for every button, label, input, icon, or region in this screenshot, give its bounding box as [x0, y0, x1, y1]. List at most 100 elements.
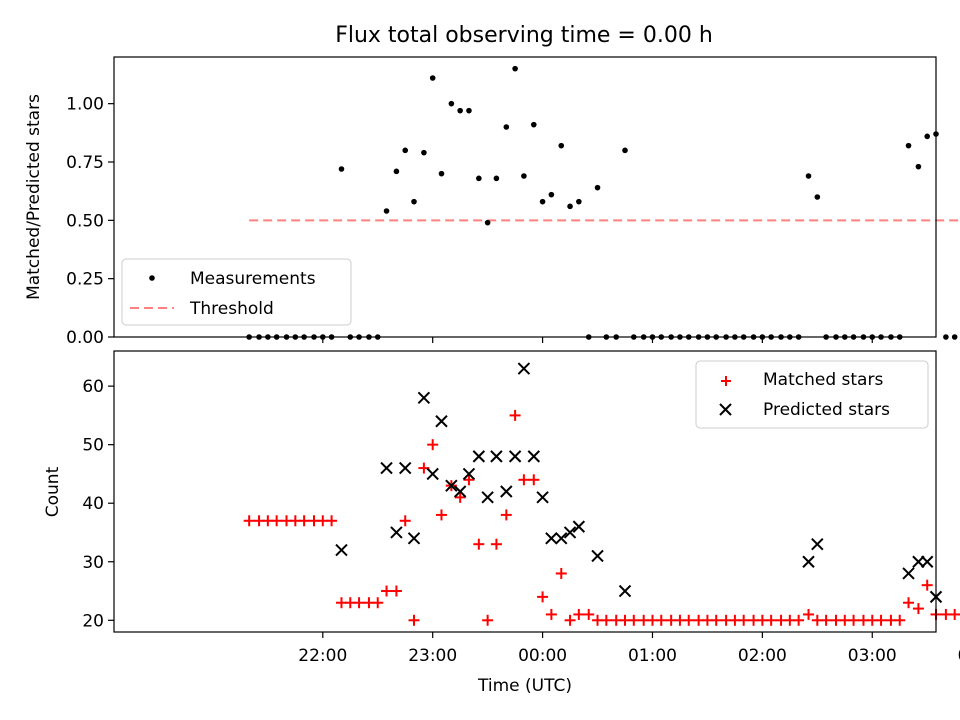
- top-y-tick-label: 0.50: [66, 211, 104, 231]
- predicted-stars-point: [490, 450, 503, 463]
- x-tick-label: 03:00: [848, 646, 897, 666]
- chart-title: Flux total observing time = 0.00 h: [335, 23, 713, 48]
- measurement-point: [521, 173, 527, 179]
- matched-stars-point: [765, 614, 777, 626]
- measurement-point: [539, 198, 546, 205]
- predicted-stars-point: [472, 450, 486, 463]
- measurement-point: [421, 149, 427, 156]
- legend-label-measurements: Measurements: [190, 269, 316, 289]
- measurement-point: [951, 334, 958, 340]
- predicted-stars-point: [445, 479, 458, 492]
- measurement-point: [924, 133, 931, 140]
- predicted-stars-point: [435, 415, 448, 428]
- top-y-tick-label: 0.75: [66, 153, 104, 173]
- predicted-stars-point: [462, 467, 476, 481]
- matched-stars-point: [894, 614, 906, 626]
- predicted-stars-point: [618, 584, 632, 598]
- matched-stars-point: [738, 614, 750, 626]
- matched-stars-point: [921, 579, 933, 591]
- measurement-point: [905, 142, 912, 149]
- predicted-stars-point: [527, 450, 540, 463]
- matched-stars-point: [463, 474, 475, 486]
- x-tick-label: 01:00: [628, 646, 677, 666]
- bottom-y-tick-label: 60: [82, 377, 104, 397]
- legend-label-predicted-stars: Predicted stars: [763, 400, 890, 420]
- measurement-point: [512, 65, 518, 72]
- bottom-panel: 20 30 40 50 60 22:00 23:00 00:00 01:00 02:00 03:0…: [43, 350, 960, 696]
- measurement-point: [457, 107, 463, 114]
- matched-stars-point: [655, 614, 667, 626]
- matched-stars-point: [537, 591, 549, 603]
- measurement-point: [448, 100, 455, 107]
- measurement-point: [466, 107, 472, 114]
- bottom-y-tick-label: 20: [82, 611, 104, 631]
- matched-stars-point: [326, 515, 338, 527]
- top-panel: 0.00 0.25 0.50 0.75 1.00 Matched/Predicted s…: [24, 56, 960, 348]
- top-legend: Measurements Threshold: [121, 258, 352, 326]
- matched-stars-point: [381, 585, 393, 597]
- matched-stars-point: [399, 515, 411, 527]
- x-tick-label: 04:00: [958, 646, 960, 666]
- matched-stars-point: [820, 614, 832, 626]
- predicted-stars-point: [912, 555, 925, 568]
- legend-marker-matched-stars: [721, 376, 731, 386]
- matched-stars-point: [528, 474, 540, 486]
- matched-stars-point: [408, 614, 420, 626]
- matched-stars-point: [473, 538, 485, 550]
- bottom-axes-frame: [113, 350, 937, 633]
- bottom-y-tick-label: 40: [82, 494, 104, 514]
- x-tick-label: 02:00: [738, 646, 787, 666]
- predicted-stars-point: [426, 467, 439, 481]
- matched-stars-point: [683, 614, 695, 626]
- measurement-point: [943, 334, 949, 340]
- predicted-stars-point: [399, 461, 412, 475]
- measurement-point: [338, 166, 345, 172]
- legend-marker-predicted-stars: [719, 403, 732, 416]
- measurement-point: [476, 175, 482, 182]
- bottom-y-tick-label: 30: [82, 553, 104, 573]
- matched-stars-point: [500, 509, 512, 521]
- matched-stars-point: [435, 509, 447, 521]
- matched-stars-point: [803, 608, 815, 620]
- top-y-axis-label: Matched/Predicted stars: [24, 94, 44, 300]
- matched-stars-point: [490, 538, 502, 550]
- predicted-stars-point: [517, 362, 531, 375]
- matched-stars-point: [271, 515, 283, 527]
- top-y-tick-label: 0.00: [66, 328, 104, 348]
- matched-stars-point: [600, 614, 612, 626]
- predicted-stars-point: [811, 537, 824, 551]
- top-axes-frame: [113, 56, 937, 338]
- predicted-stars-point: [407, 532, 421, 545]
- measurement-point: [411, 198, 417, 205]
- measurement-point: [383, 208, 390, 214]
- matched-stars-point: [545, 608, 557, 620]
- predicted-stars-point: [417, 391, 431, 405]
- predicted-stars-point: [380, 461, 393, 475]
- predicted-stars-point: [536, 491, 549, 504]
- measurement-point: [805, 173, 812, 179]
- top-y-tick-label: 0.25: [66, 270, 104, 290]
- measurement-point: [503, 124, 510, 130]
- predicted-stars-point: [335, 543, 348, 557]
- matched-stars-point: [912, 603, 924, 615]
- measurement-point: [594, 184, 601, 191]
- bottom-y-axis-label: Count: [43, 466, 63, 517]
- predicted-stars-point: [555, 532, 568, 545]
- legend-label-matched-stars: Matched stars: [763, 370, 883, 390]
- predicted-stars-point: [453, 485, 467, 498]
- x-tick-label: 00:00: [518, 646, 567, 666]
- bottom-x-ticks: 22:00 23:00 00:00 01:00 02:00 03:00 04:00: [298, 632, 960, 666]
- matched-stars-point: [628, 614, 640, 626]
- measurement-point: [567, 203, 573, 210]
- bottom-legend: Matched stars Predicted stars: [695, 360, 929, 429]
- matched-stars-point: [427, 439, 439, 451]
- predicted-stars-point: [572, 520, 586, 533]
- measurement-point: [576, 198, 582, 205]
- measurement-point: [530, 121, 537, 128]
- matched-stars-point: [509, 409, 521, 421]
- measurement-point: [814, 194, 821, 200]
- bottom-plot-marks: [243, 362, 960, 626]
- matched-stars-point: [583, 608, 595, 620]
